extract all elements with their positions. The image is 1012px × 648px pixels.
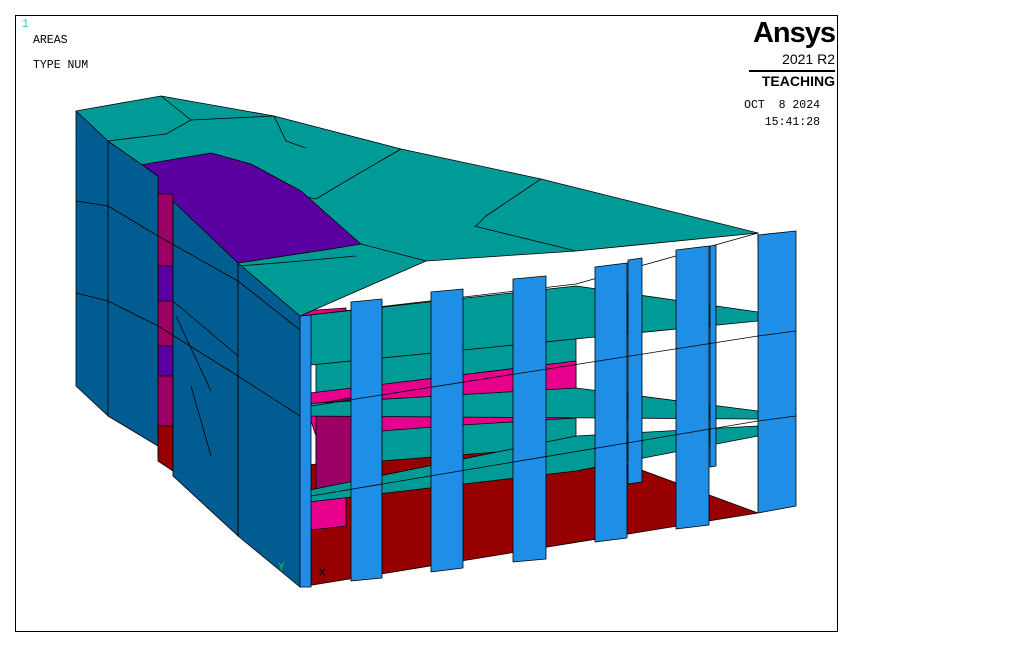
- plot-label-type-num: TYPE NUM: [33, 59, 89, 72]
- left-side-wall: [107, 140, 159, 447]
- front-column: [350, 298, 383, 582]
- plot-time: 15:41:28: [764, 116, 820, 129]
- front-column: [512, 275, 547, 563]
- front-column: [299, 314, 312, 588]
- triad-y-axis-label: Y: [278, 562, 285, 574]
- front-column: [627, 257, 643, 485]
- front-column: [757, 230, 797, 514]
- brand-version: 2021 R2: [782, 51, 835, 67]
- triad-x-axis-label: X: [319, 568, 326, 580]
- left-wall-purple-strip: [157, 265, 174, 302]
- left-wall-purple-strip: [157, 345, 174, 377]
- front-column: [430, 288, 464, 573]
- left-wall-purple-strip: [157, 193, 174, 467]
- area-model-plot[interactable]: [16, 16, 837, 631]
- front-column: [675, 245, 710, 530]
- front-column: [594, 262, 628, 543]
- brand-name: Ansys: [752, 17, 836, 49]
- left-side-wall: [75, 110, 109, 417]
- graphics-viewport[interactable]: 1 AREAS TYPE NUM Ansys 2021 R2 TEACHING …: [15, 15, 838, 632]
- plot-date: OCT 8 2024: [744, 99, 820, 112]
- left-side-wall: [237, 262, 301, 588]
- brand-edition: TEACHING: [761, 73, 835, 89]
- left-wall-red-strip: [157, 425, 174, 472]
- plot-label-areas: AREAS: [33, 34, 68, 47]
- ansys-logo: Ansys 2021 R2 TEACHING: [749, 16, 836, 90]
- brand-divider: [749, 70, 835, 72]
- front-column: [709, 244, 717, 468]
- window-number: 1: [22, 18, 29, 31]
